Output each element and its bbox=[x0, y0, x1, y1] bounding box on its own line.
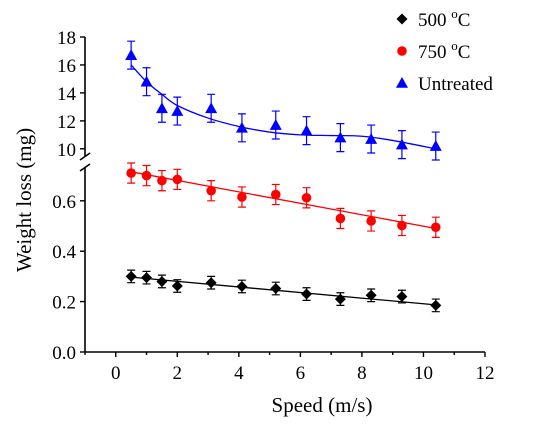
data-point bbox=[301, 192, 312, 203]
data-point bbox=[157, 175, 167, 186]
series-0 bbox=[125, 269, 442, 313]
fit-line bbox=[131, 171, 436, 230]
y-upper-tick-label: 18 bbox=[57, 28, 76, 49]
x-tick-label: 12 bbox=[476, 363, 495, 384]
y-lower-tick-label: 0.0 bbox=[52, 343, 76, 364]
fit-curve bbox=[130, 64, 436, 150]
data-point bbox=[270, 282, 282, 294]
data-point bbox=[156, 275, 168, 287]
series-layer bbox=[125, 40, 442, 313]
series-1 bbox=[126, 162, 441, 238]
y-upper-tick-label: 10 bbox=[57, 140, 76, 161]
data-point bbox=[396, 291, 408, 303]
data-point bbox=[125, 270, 137, 282]
data-point bbox=[141, 170, 152, 181]
data-point bbox=[430, 299, 442, 311]
data-point bbox=[126, 168, 136, 178]
legend-marker bbox=[396, 77, 408, 88]
legend-label: Untreated bbox=[418, 74, 493, 95]
legend-label: 500 oC bbox=[418, 6, 470, 31]
fit-line bbox=[131, 276, 436, 306]
x-tick-label: 8 bbox=[357, 363, 367, 384]
legend-marker bbox=[396, 13, 408, 25]
axis-break-mark-lower bbox=[79, 163, 91, 172]
data-point bbox=[171, 280, 183, 292]
series-2 bbox=[125, 40, 442, 161]
y-lower-tick-label: 0.2 bbox=[52, 293, 76, 314]
data-point bbox=[365, 289, 377, 301]
data-point bbox=[395, 138, 408, 150]
data-point bbox=[235, 121, 248, 133]
y-lower-tick-label: 0.4 bbox=[52, 242, 76, 263]
legend-item-0: 500 oC bbox=[396, 6, 470, 31]
y-lower-tick-label: 0.6 bbox=[52, 192, 76, 213]
data-point bbox=[205, 277, 217, 289]
data-point bbox=[205, 102, 218, 114]
data-point bbox=[429, 140, 442, 151]
data-point bbox=[171, 105, 184, 116]
data-point bbox=[141, 272, 153, 284]
x-tick-label: 4 bbox=[234, 363, 244, 384]
axis-break-mark-upper bbox=[79, 152, 91, 161]
data-point bbox=[301, 288, 313, 300]
y-axis-title: Weight loss (mg) bbox=[12, 128, 36, 272]
data-point bbox=[237, 192, 247, 202]
x-tick-label: 6 bbox=[296, 363, 306, 384]
legend-item-2: Untreated bbox=[396, 74, 493, 95]
data-point bbox=[397, 220, 407, 231]
data-point bbox=[300, 124, 313, 136]
data-point bbox=[140, 75, 153, 87]
x-tick-label: 2 bbox=[173, 363, 183, 384]
data-point bbox=[334, 293, 346, 305]
legend-label: 750 oC bbox=[418, 38, 470, 63]
x-axis-title: Speed (m/s) bbox=[272, 393, 373, 417]
data-point bbox=[365, 133, 378, 144]
x-tick-label: 10 bbox=[414, 363, 433, 384]
data-point bbox=[155, 102, 168, 114]
legend-item-1: 750 oC bbox=[397, 38, 470, 63]
y-upper-tick-label: 16 bbox=[57, 56, 76, 77]
data-point bbox=[172, 174, 183, 185]
data-point bbox=[430, 222, 441, 233]
data-point bbox=[366, 216, 376, 226]
axes: 0 2 4 6 8 10 12 0.0 0.2 0.4 0.6 10 12 14 16 18 bbox=[52, 28, 494, 384]
legend-marker bbox=[397, 46, 407, 56]
data-point bbox=[335, 213, 346, 224]
y-upper-tick-label: 12 bbox=[57, 112, 76, 133]
data-point bbox=[125, 49, 138, 60]
data-point bbox=[206, 185, 216, 196]
data-point bbox=[236, 280, 248, 292]
legend: 500 oC 750 oC Untreated bbox=[396, 6, 493, 95]
y-upper-tick-label: 14 bbox=[57, 84, 77, 105]
data-point bbox=[269, 119, 282, 130]
data-point bbox=[270, 189, 281, 200]
data-point bbox=[334, 131, 347, 143]
x-tick-label: 0 bbox=[111, 363, 121, 384]
